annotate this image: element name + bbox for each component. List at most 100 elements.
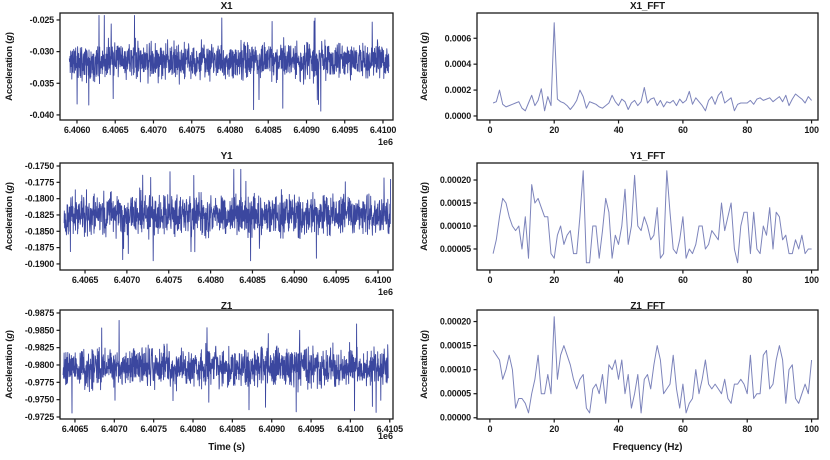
svg-text:0: 0 bbox=[487, 424, 492, 434]
svg-text:60: 60 bbox=[678, 275, 688, 285]
plot-canvas-y1-fft: 0 20 40 60 80 100 0.00005 0.00010 0.00015 0.00020 bbox=[440, 162, 819, 285]
svg-text:6.4100: 6.4100 bbox=[365, 275, 392, 285]
svg-text:0.00010: 0.00010 bbox=[440, 221, 471, 231]
svg-text:6.4085: 6.4085 bbox=[255, 125, 282, 135]
svg-text:-0.1850: -0.1850 bbox=[25, 226, 54, 236]
subplot-z1: 6.4065 6.4070 6.4075 6.4080 6.4085 6.4090 6.40… bbox=[0, 300, 415, 460]
svg-text:6.4065: 6.4065 bbox=[62, 424, 89, 434]
svg-text:6.4085: 6.4085 bbox=[219, 424, 246, 434]
svg-text:6.4090: 6.4090 bbox=[259, 424, 286, 434]
svg-text:-0.9800: -0.9800 bbox=[25, 360, 54, 370]
svg-text:6.4095: 6.4095 bbox=[323, 275, 350, 285]
svg-text:0.0000: 0.0000 bbox=[445, 111, 472, 121]
svg-text:6.4075: 6.4075 bbox=[140, 424, 167, 434]
svg-text:60: 60 bbox=[678, 125, 688, 135]
svg-text:100: 100 bbox=[804, 275, 819, 285]
subplot-x1: 6.4060 6.4065 6.4070 6.4075 6.4080 6.4085 6.40… bbox=[0, 0, 415, 150]
svg-text:-0.9825: -0.9825 bbox=[25, 343, 54, 353]
svg-text:40: 40 bbox=[614, 125, 624, 135]
svg-text:6.4100: 6.4100 bbox=[370, 125, 397, 135]
svg-text:-0.035: -0.035 bbox=[30, 78, 55, 88]
plot-title-x1: X1 bbox=[220, 1, 233, 12]
y-axis-label: Acceleration (g) bbox=[4, 182, 15, 251]
x-axis-offset-label: 1e6 bbox=[377, 431, 393, 441]
svg-text:6.4080: 6.4080 bbox=[197, 275, 224, 285]
svg-text:6.4095: 6.4095 bbox=[298, 424, 325, 434]
svg-text:6.4065: 6.4065 bbox=[72, 275, 99, 285]
svg-text:6.4070: 6.4070 bbox=[114, 275, 141, 285]
x-axis-offset-label: 1e6 bbox=[377, 137, 393, 147]
x-axis-offset-label: 1e6 bbox=[377, 287, 393, 297]
svg-text:0.0006: 0.0006 bbox=[445, 33, 472, 43]
svg-text:0.00020: 0.00020 bbox=[440, 317, 471, 327]
svg-text:6.4070: 6.4070 bbox=[101, 424, 128, 434]
svg-text:0: 0 bbox=[487, 125, 492, 135]
svg-text:-0.1875: -0.1875 bbox=[25, 243, 54, 253]
svg-text:0.0002: 0.0002 bbox=[445, 85, 472, 95]
y-axis-label: Acceleration (g) bbox=[419, 32, 430, 101]
svg-text:6.4080: 6.4080 bbox=[180, 424, 207, 434]
svg-text:100: 100 bbox=[804, 424, 819, 434]
svg-text:6.4075: 6.4075 bbox=[179, 125, 206, 135]
y-axis-label: Acceleration (g) bbox=[4, 32, 15, 101]
svg-text:6.4060: 6.4060 bbox=[64, 125, 91, 135]
plot-title-y1: Y1 bbox=[220, 151, 233, 162]
svg-text:-0.1750: -0.1750 bbox=[25, 161, 54, 171]
subplot-y1-fft: 0 20 40 60 80 100 0.00005 0.00010 0.00015 0.00020… bbox=[415, 150, 830, 300]
svg-text:0.00015: 0.00015 bbox=[440, 341, 471, 351]
svg-text:-0.9775: -0.9775 bbox=[25, 377, 54, 387]
svg-text:40: 40 bbox=[614, 275, 624, 285]
svg-text:-0.9875: -0.9875 bbox=[25, 308, 54, 318]
svg-text:6.4065: 6.4065 bbox=[102, 125, 129, 135]
svg-text:20: 20 bbox=[549, 125, 559, 135]
svg-text:6.4095: 6.4095 bbox=[332, 125, 359, 135]
svg-text:-0.030: -0.030 bbox=[30, 47, 55, 57]
plot-title-y1-fft: Y1_FFT bbox=[630, 151, 665, 162]
svg-text:-0.9725: -0.9725 bbox=[25, 412, 54, 422]
svg-text:0.00010: 0.00010 bbox=[440, 365, 471, 375]
svg-text:6.4075: 6.4075 bbox=[156, 275, 183, 285]
svg-text:6.4100: 6.4100 bbox=[337, 424, 364, 434]
svg-text:-0.1900: -0.1900 bbox=[25, 259, 54, 269]
svg-text:0.00020: 0.00020 bbox=[440, 175, 471, 185]
svg-text:-0.9850: -0.9850 bbox=[25, 325, 54, 335]
subplot-z1-fft: 0 20 40 60 80 100 0.00000 0.00005 0.00010 0.00015… bbox=[415, 300, 830, 460]
x-axis-label-time: Time (s) bbox=[208, 442, 245, 453]
svg-text:20: 20 bbox=[549, 275, 559, 285]
svg-text:0: 0 bbox=[487, 275, 492, 285]
svg-text:100: 100 bbox=[804, 125, 819, 135]
x-axis-label-frequency: Frequency (Hz) bbox=[612, 442, 683, 453]
svg-text:-0.040: -0.040 bbox=[30, 110, 55, 120]
svg-text:6.4090: 6.4090 bbox=[293, 125, 320, 135]
svg-text:6.4105: 6.4105 bbox=[377, 424, 404, 434]
plot-canvas-x1-fft: 0 20 40 60 80 100 0.0000 0.0002 0.0004 0.0006 bbox=[445, 12, 819, 135]
svg-text:0.00015: 0.00015 bbox=[440, 198, 471, 208]
svg-text:20: 20 bbox=[549, 424, 559, 434]
svg-text:60: 60 bbox=[678, 424, 688, 434]
subplot-y1: 6.4065 6.4070 6.4075 6.4080 6.4085 6.4090 6.40… bbox=[0, 150, 415, 300]
svg-text:0.0004: 0.0004 bbox=[445, 59, 472, 69]
svg-text:6.4085: 6.4085 bbox=[239, 275, 266, 285]
y-axis-label: Acceleration (g) bbox=[419, 182, 430, 251]
svg-text:-0.1800: -0.1800 bbox=[25, 194, 54, 204]
plot-canvas-z1-fft: 0 20 40 60 80 100 0.00000 0.00005 0.00010 0.00015… bbox=[440, 309, 819, 434]
svg-text:6.4070: 6.4070 bbox=[140, 125, 167, 135]
svg-text:80: 80 bbox=[742, 424, 752, 434]
plot-title-z1-fft: Z1_FFT bbox=[630, 301, 665, 312]
plot-title-x1-fft: X1_FFT bbox=[630, 1, 665, 12]
svg-text:-0.1775: -0.1775 bbox=[25, 177, 54, 187]
plot-title-z1: Z1 bbox=[220, 301, 233, 312]
svg-text:6.4090: 6.4090 bbox=[281, 275, 308, 285]
plot-canvas-y1: 6.4065 6.4070 6.4075 6.4080 6.4085 6.4090 6.40… bbox=[25, 161, 394, 285]
svg-text:40: 40 bbox=[614, 424, 624, 434]
svg-text:-0.025: -0.025 bbox=[30, 15, 55, 25]
subplot-x1-fft: 0 20 40 60 80 100 0.0000 0.0002 0.0004 0.0006 X1_… bbox=[415, 0, 830, 150]
y-axis-label: Acceleration (g) bbox=[4, 330, 15, 399]
svg-text:80: 80 bbox=[742, 275, 752, 285]
svg-text:6.4080: 6.4080 bbox=[217, 125, 244, 135]
plot-canvas-z1: 6.4065 6.4070 6.4075 6.4080 6.4085 6.4090 6.40… bbox=[25, 308, 404, 434]
svg-text:-0.9750: -0.9750 bbox=[25, 395, 54, 405]
y-axis-label: Acceleration (g) bbox=[419, 330, 430, 399]
svg-text:80: 80 bbox=[742, 125, 752, 135]
